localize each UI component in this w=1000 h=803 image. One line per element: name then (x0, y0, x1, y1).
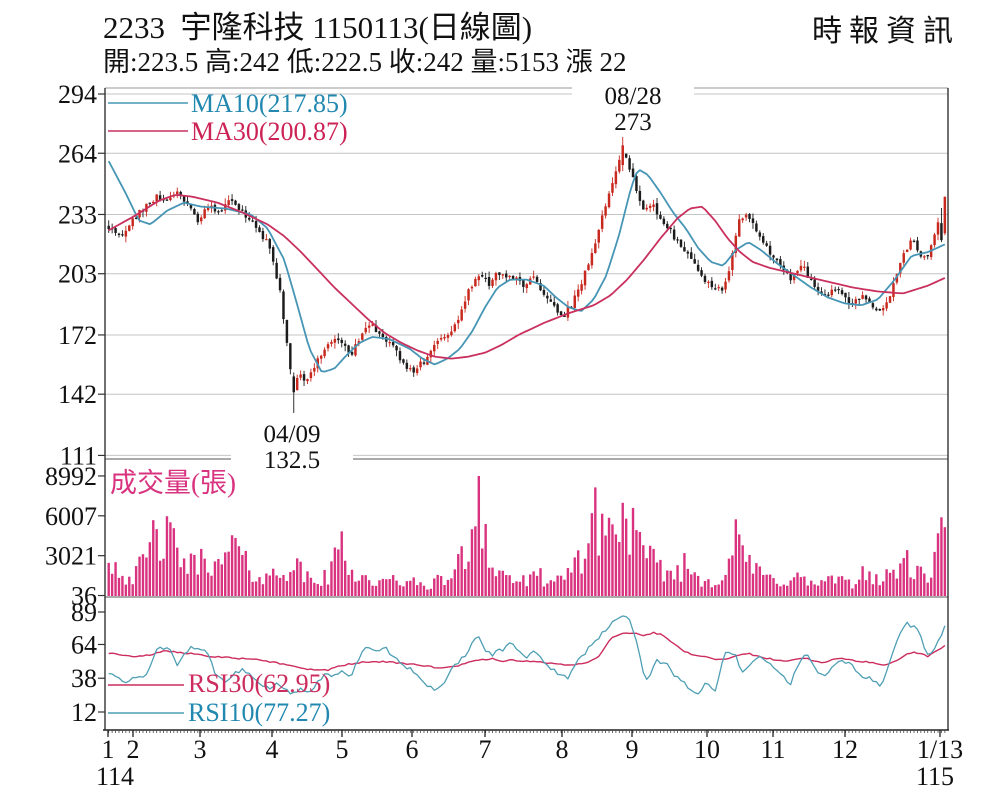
year-end-label: 115 (916, 762, 955, 791)
month-label: 4 (266, 735, 279, 764)
month-label: 7 (479, 735, 492, 764)
month-label: 6 (406, 735, 419, 764)
volume-ytick: 8992 (45, 462, 97, 491)
price-ytick: 264 (58, 139, 97, 168)
volume-bars (107, 475, 947, 596)
legend-ma30: MA30(200.87) (191, 117, 348, 146)
ma10-line (107, 160, 946, 373)
annotation-trough-date: 04/09 (263, 421, 321, 448)
legend-rsi10: RSI10(77.27) (188, 698, 331, 727)
pane-borders (103, 87, 949, 731)
price-ytick: 172 (58, 321, 97, 350)
chart-title: 2233 宇隆科技 1150113(日線圖) (103, 10, 533, 45)
volume-ytick: 3021 (45, 542, 97, 571)
annotation-peak-date: 08/28 (604, 83, 662, 110)
month-label: 1/13 (917, 735, 963, 764)
rsi-ytick: 38 (71, 664, 97, 693)
volume-ytick: 36 (71, 582, 97, 611)
month-label: 2 (127, 735, 140, 764)
rsi-ytick: 89 (71, 598, 97, 627)
annotation-peak-value: 273 (614, 109, 652, 137)
month-label: 11 (760, 735, 785, 764)
year-start-label: 114 (96, 762, 135, 791)
annotation-peak: 08/28 273 (572, 83, 694, 137)
gridlines (105, 93, 948, 456)
ohlc-summary: 開:223.5 高:242 低:222.5 收:242 量:5153 漲 22 (103, 47, 627, 77)
volume-ytick: 6007 (45, 502, 97, 531)
month-label: 5 (336, 735, 349, 764)
rsi10-line (108, 615, 946, 695)
x-axis: 1 2 3 4 5 6 7 8 9 10 11 12 1/13 (102, 730, 963, 764)
annotation-trough-value: 132.5 (263, 447, 321, 475)
legend-ma10: MA10(217.85) (191, 89, 348, 118)
legend-volume: 成交量(張) (110, 468, 236, 498)
month-label: 10 (694, 735, 720, 764)
rsi-ytick: 64 (71, 630, 97, 659)
price-ytick: 233 (58, 200, 97, 229)
legend-lines (108, 102, 188, 714)
price-ytick: 294 (58, 80, 97, 109)
price-ytick: 111 (60, 441, 97, 470)
price-ytick: 142 (58, 380, 97, 409)
month-label: 9 (626, 735, 639, 764)
rsi30-line (108, 631, 946, 672)
data-source: 時報資訊 (812, 15, 960, 48)
month-label: 8 (556, 735, 569, 764)
annotation-trough: 04/09 132.5 (231, 421, 353, 475)
ma30-line (108, 194, 946, 360)
legend-rsi30: RSI30(62.95) (188, 669, 331, 698)
month-label: 1 (102, 735, 115, 764)
month-label: 12 (832, 735, 858, 764)
month-label: 3 (194, 735, 207, 764)
rsi-ytick: 12 (71, 698, 97, 727)
price-ytick: 203 (58, 260, 97, 289)
